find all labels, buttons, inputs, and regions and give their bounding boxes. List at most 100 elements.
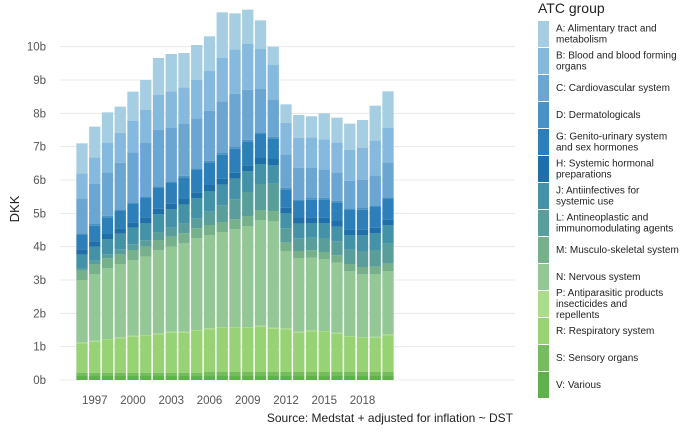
bar-segment [344, 229, 356, 235]
bar-segment [140, 376, 152, 380]
bar-segment [267, 165, 279, 184]
x-tick-label: 2015 [311, 395, 337, 407]
bar-segment [114, 233, 126, 250]
bar-segment [254, 325, 267, 327]
bar-segment [140, 240, 152, 247]
bar-segment [369, 250, 381, 267]
bar-segment [344, 235, 356, 250]
bar-segment [152, 376, 165, 380]
bar-segment [203, 329, 216, 372]
bar-segment [293, 372, 305, 376]
bar-stack-2010 [254, 20, 267, 380]
bar-segment [331, 117, 343, 143]
bar-segment [254, 220, 267, 326]
legend-swatch [538, 318, 549, 344]
bar-segment [267, 372, 279, 376]
bar-segment [76, 372, 88, 376]
y-tick-label: 3b [33, 275, 46, 287]
bar-segment [280, 376, 292, 380]
bar-segment [382, 197, 394, 199]
bar-segment [318, 332, 330, 372]
bar-segment [140, 217, 152, 223]
bar-segment [344, 210, 356, 230]
bar-segment [369, 336, 381, 338]
bar-segment [178, 87, 190, 124]
bar-segment [89, 340, 101, 342]
bar-segment [293, 258, 305, 332]
bar-segment [216, 153, 228, 155]
bar-segment [305, 223, 318, 238]
bar-segment [127, 227, 139, 245]
legend-swatch [538, 183, 549, 209]
bar-segment [114, 132, 126, 163]
bar-segment [331, 372, 343, 376]
y-axis: 0b 1b 2b 3b 4b 5b 6b 7b 8b 9b 10b [27, 42, 46, 387]
legend-label: M: Musculo-skeletal system [556, 245, 679, 256]
bar-stack-2017 [344, 123, 356, 380]
bar-segment [89, 372, 101, 376]
bar-segment [267, 159, 279, 165]
bar-segment [203, 36, 216, 71]
bar-segment [242, 376, 254, 380]
bar-segment [382, 243, 394, 264]
bar-segment [254, 158, 267, 164]
bar-segment [356, 372, 369, 376]
bar-segment [382, 271, 394, 335]
legend-swatch [538, 102, 549, 128]
bar-segment [318, 113, 330, 140]
bar-segment [293, 238, 305, 251]
bar-segment [280, 328, 292, 330]
bar-segment [369, 205, 381, 207]
bar-stack-2014 [305, 116, 318, 380]
bar-segment [152, 208, 165, 215]
legend-item: P: Antiparasitic products insecticides an… [538, 288, 663, 321]
bar-segment [89, 157, 101, 184]
bar-segment [152, 94, 165, 130]
bar-segment [280, 104, 292, 123]
bar-segment [76, 235, 88, 250]
bar-segment [165, 54, 177, 92]
bar-segment [318, 376, 330, 380]
bar-segment [178, 332, 190, 373]
bar-segment [369, 207, 381, 228]
legend-label: N: Nervous system [556, 272, 640, 283]
bar-segment [369, 266, 381, 274]
bar-segment [280, 242, 292, 251]
bar-segment [344, 337, 356, 372]
bar-segment [242, 328, 254, 372]
bar-segment [101, 239, 114, 255]
legend-swatch [538, 21, 549, 47]
legend-item: J: Antiinfectives for systemic use [538, 183, 640, 209]
bar-segment [152, 188, 165, 209]
bar-segment [242, 327, 254, 328]
bar-segment [178, 175, 190, 178]
bar-segment [165, 372, 177, 376]
bar-segment [242, 226, 254, 327]
bar-segment [305, 217, 318, 223]
bar-segment [140, 335, 152, 336]
bar-segment [229, 328, 241, 372]
x-tick-label: 2018 [350, 395, 376, 407]
bar-segment [356, 274, 369, 337]
legend-label: L: Antineoplastic and immunomodulating ag… [556, 213, 673, 235]
legend-label: P: Antiparasitic products insecticides an… [556, 288, 663, 321]
bar-segment [254, 20, 267, 49]
bar-segment [89, 341, 101, 373]
bar-segment [89, 264, 101, 274]
legend-label: R: Respiratory system [556, 326, 654, 337]
bar-segment [242, 192, 254, 216]
bar-segment [293, 167, 305, 200]
bar-segment [178, 331, 190, 333]
bar-segment [178, 53, 190, 88]
bar-segment [344, 249, 356, 264]
bar-segment [178, 204, 190, 224]
bar-stack-2006 [203, 36, 216, 380]
bar-segment [203, 235, 216, 329]
bar-segment [101, 372, 114, 376]
bar-segment [229, 148, 241, 173]
bar-segment [165, 246, 177, 332]
bar-segment [191, 330, 203, 331]
bar-segment [127, 244, 139, 250]
bar-segment [203, 225, 216, 235]
bar-segment [165, 227, 177, 237]
